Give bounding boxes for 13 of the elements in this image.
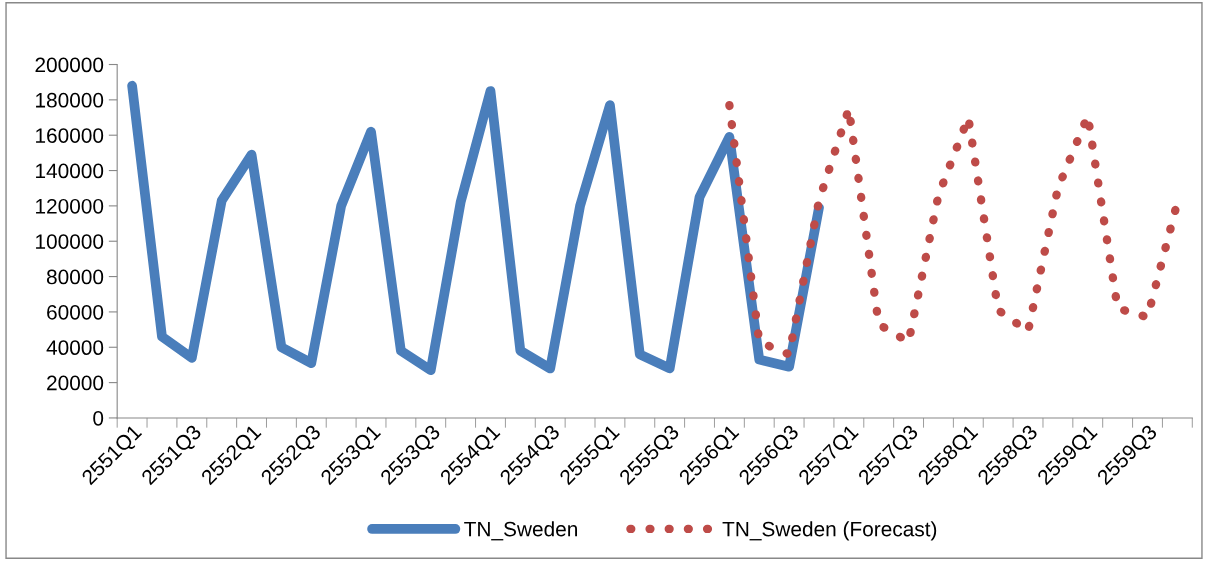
y-tick-label: 0 [93,410,104,426]
y-tick-label: 100000 [36,234,104,249]
y-tick-label: 180000 [36,92,104,108]
legend-label: TN_Sweden (Forecast) [722,521,937,541]
legend-label: TN_Sweden [464,521,577,541]
y-tick-label: 120000 [36,198,104,214]
y-tick-label: 20000 [47,375,104,391]
y-tick-label: 140000 [36,163,104,179]
y-tick-label: 200000 [35,57,104,73]
y-tick-label: 160000 [36,128,104,143]
y-tick-label: 60000 [47,304,104,320]
y-tick-label: 80000 [46,269,104,285]
y-tick-label: 40000 [46,340,104,356]
